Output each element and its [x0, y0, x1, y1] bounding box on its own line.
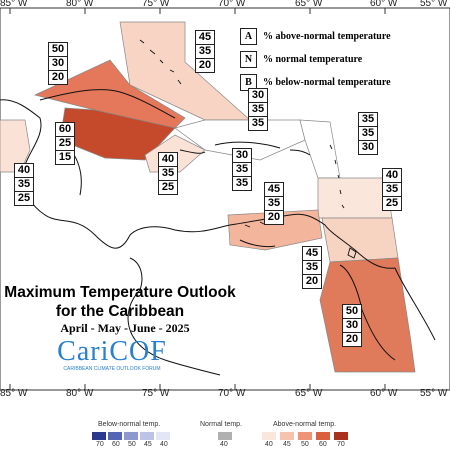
above-normal-value: 70	[337, 441, 345, 448]
zone-label-belize: 40 35 25	[14, 163, 34, 206]
lon-label: 75° W	[142, 388, 170, 399]
zone-label-trinidad: 45 35 20	[302, 246, 322, 289]
above-normal-swatch	[262, 432, 276, 440]
map-frame	[0, 7, 450, 391]
lon-label: 60° W	[370, 388, 398, 399]
legend-key-n: N	[240, 51, 257, 68]
lon-label: 80° W	[66, 388, 94, 399]
lon-label: 85° W	[0, 0, 28, 9]
map-title: Maximum Temperature Outlook for the Cari…	[0, 283, 240, 321]
zone-abc	[227, 209, 323, 251]
zone-leeward	[299, 119, 341, 179]
zone-label-cuba: 50 30 20	[48, 42, 68, 85]
normal-value: 40	[220, 441, 228, 448]
title-line-1: Maximum Temperature Outlook	[4, 284, 236, 301]
zone-label-leeward: 35 35 30	[358, 112, 378, 155]
above-normal-swatch	[316, 432, 330, 440]
above-normal-swatch	[280, 432, 294, 440]
lon-label: 70° W	[218, 388, 246, 399]
lon-label: 65° W	[295, 0, 323, 9]
normal-caption: Normal temp.	[200, 421, 243, 428]
lon-label: 85° W	[0, 388, 28, 399]
below-normal-swatch	[108, 432, 122, 440]
lon-label: 75° W	[142, 0, 170, 9]
zone-label-turks: 30 35 35	[248, 88, 268, 131]
below-normal-swatch	[156, 432, 170, 440]
lon-label: 65° W	[295, 388, 323, 399]
lon-label: 70° W	[218, 0, 246, 9]
forecast-period: April - May - June - 2025	[60, 321, 190, 335]
below-normal-value: 50	[128, 441, 136, 448]
legend-text-b: % below-normal temperature	[263, 77, 391, 88]
lon-label: 60° W	[370, 0, 398, 9]
below-normal-caption: Below-normal temp.	[98, 421, 161, 428]
coastlines	[0, 89, 436, 376]
above-normal-value: 50	[301, 441, 309, 448]
below-normal-value: 70	[96, 441, 104, 448]
lon-label: 55° W	[420, 0, 448, 9]
zone-trinidad	[321, 217, 399, 263]
zone-label-jamaica: 40 35 25	[158, 152, 178, 195]
logo-name: CariCOF	[57, 336, 167, 367]
zone-label-hispaniola: 30 35 35	[232, 148, 252, 191]
below-normal-value: 45	[144, 441, 152, 448]
legend-text-a: % above-normal temperature	[263, 31, 391, 42]
below-normal-swatch	[92, 432, 106, 440]
caricof-logo: CariCOF CARIBBEAN CLIMATE OUTLOOK FORUM	[47, 336, 177, 373]
above-normal-swatch	[334, 432, 348, 440]
above-normal-caption: Above-normal temp.	[273, 421, 337, 428]
title-line-2: for the Caribbean	[55, 303, 185, 320]
legend-text-n: % normal temperature	[263, 54, 363, 65]
island-chain	[139, 39, 357, 259]
zone-label-bahamas: 45 35 20	[195, 30, 215, 73]
above-normal-value: 45	[283, 441, 291, 448]
below-normal-value: 40	[160, 441, 168, 448]
below-normal-swatch	[124, 432, 138, 440]
above-normal-value: 60	[319, 441, 327, 448]
zone-label-guianas: 50 30 20	[342, 304, 362, 347]
zone-belize	[0, 119, 31, 173]
above-normal-swatch	[298, 432, 312, 440]
zone-guianas	[319, 257, 416, 373]
map-ticks	[9, 8, 386, 390]
zone-label-windward: 40 35 25	[382, 168, 402, 211]
anb-legend: A % above-normal temperature N % normal te…	[240, 28, 391, 97]
logo-subtitle: CARIBBEAN CLIMATE OUTLOOK FORUM	[63, 366, 161, 372]
lon-label: 55° W	[420, 388, 448, 399]
legend-key-a: A	[240, 28, 257, 45]
normal-swatch	[218, 432, 232, 440]
lon-label: 80° W	[66, 0, 94, 9]
zone-label-cayman: 60 25 15	[55, 122, 75, 165]
zone-windward	[317, 177, 393, 219]
zone-label-abc: 45 35 20	[264, 182, 284, 225]
below-normal-value: 60	[112, 441, 120, 448]
below-normal-swatch	[140, 432, 154, 440]
above-normal-value: 40	[265, 441, 273, 448]
